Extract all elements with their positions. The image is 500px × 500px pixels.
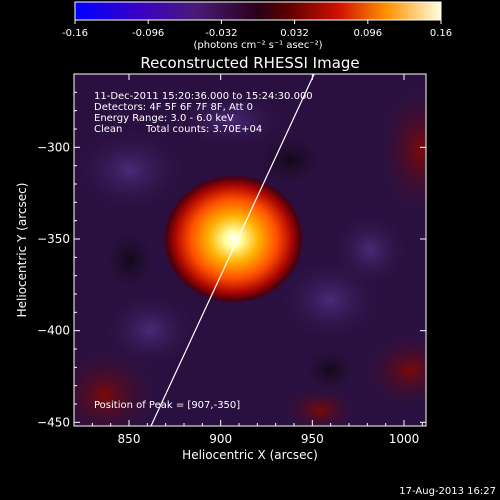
info-detectors: Detectors: 4F 5F 6F 7F 8F, Att 0 [94,102,253,113]
y-axis-label: Heliocentric Y (arcsec) [15,183,29,318]
flare-source [161,173,306,305]
colorbar [74,1,442,21]
colorbar-tick-label: 0.032 [280,28,309,39]
footer-date: 17-Aug-2013 16:27 [399,486,496,497]
y-tick-label: −300 [37,140,70,154]
image-heatmap [74,74,426,426]
info-counts: Total counts: 3.70E+04 [145,124,262,135]
info-time-range: 11-Dec-2011 15:20:36.000 to 15:24:30.000 [94,91,313,102]
x-tick-label: 850 [118,432,141,446]
peak-position-label: Position of Peak = [907,-350] [94,400,240,411]
colorbar-tick-label: 0.096 [353,28,382,39]
plot-frame [73,73,427,427]
y-tick-label: −400 [37,324,70,338]
colorbar-tick-label: -0.096 [132,28,164,39]
solar-limb-line [150,74,315,426]
x-axis-label: Heliocentric X (arcsec) [182,448,318,462]
axis-ticks: 850 900 950 1000 −300 −350 −400 −450 [37,73,426,446]
colorbar-tick-label: 0.16 [430,28,452,39]
colorbar-tick-label: -0.16 [62,28,88,39]
info-block: 11-Dec-2011 15:20:36.000 to 15:24:30.000… [94,91,313,135]
info-algorithm: Clean [94,124,122,135]
colorbar-ticks: -0.16 -0.096 -0.032 0.032 0.096 0.16 [62,20,452,39]
x-tick-label: 950 [301,432,324,446]
chart-title: Reconstructed RHESSI Image [140,54,359,72]
x-tick-label: 1000 [389,432,420,446]
y-tick-label: −350 [37,232,70,246]
colorbar-tick-label: -0.032 [205,28,237,39]
x-tick-label: 900 [209,432,232,446]
colorbar-units: (photons cm⁻² s⁻¹ asec⁻²) [193,40,322,51]
info-energy: Energy Range: 3.0 - 6.0 keV [94,113,234,124]
y-tick-label: −450 [37,415,70,429]
